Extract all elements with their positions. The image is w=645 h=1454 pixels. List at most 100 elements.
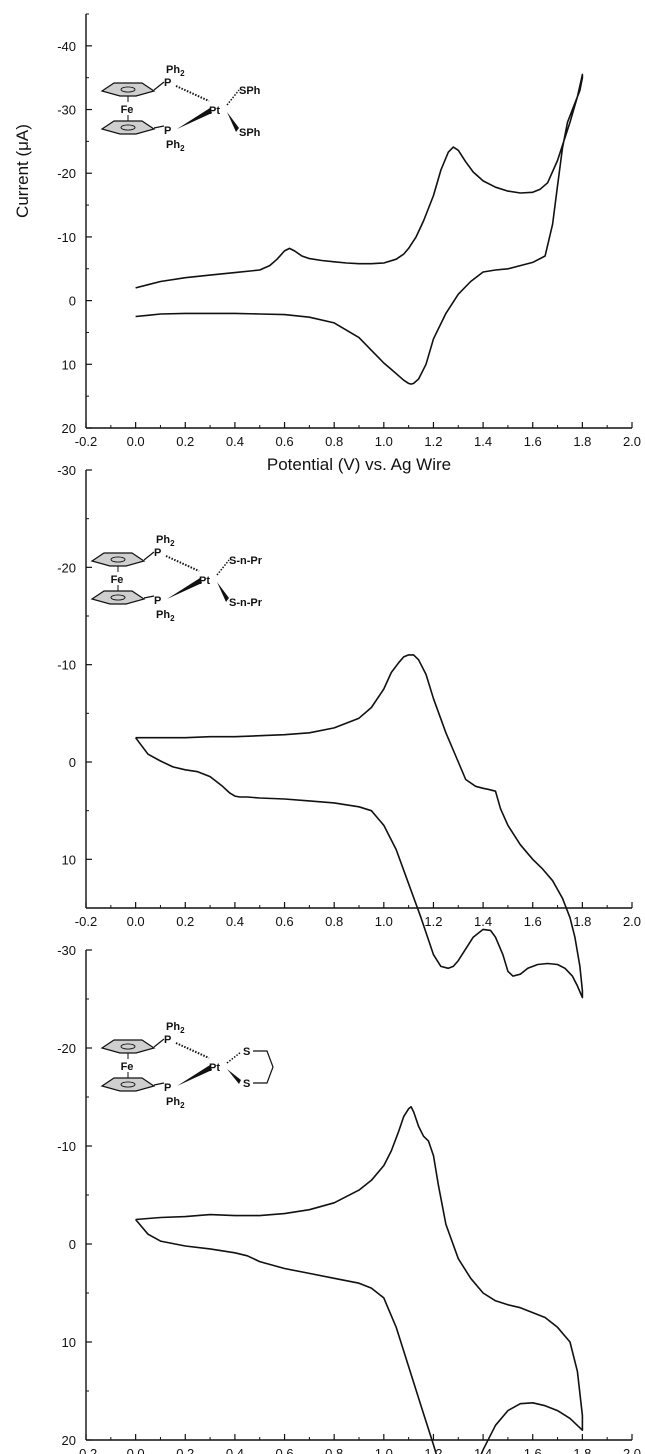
x-tick-label: 0.8: [325, 1446, 343, 1454]
p-label-lower: P: [154, 595, 161, 607]
cp-ring-upper: [90, 552, 146, 567]
x-tick-label: 1.2: [424, 914, 442, 929]
cv-trace-series-0: [134, 1106, 584, 1454]
fe-label: Fe: [121, 1061, 134, 1073]
ph2-label-lower: Ph2: [166, 1096, 185, 1110]
y-tick-label: 20: [62, 421, 76, 436]
x-tick-label: 0.4: [226, 914, 244, 929]
x-tick-label: 0.4: [226, 1446, 244, 1454]
pt-s-hashed-bond: [226, 89, 240, 106]
pt-s-hashed-bond: [226, 1051, 242, 1064]
cp-p-bond-lower: [153, 1082, 165, 1086]
cyclopentadienyl-ring: [100, 120, 156, 135]
y-tick-label: -30: [57, 943, 76, 958]
x-tick-label: 0.0: [127, 914, 145, 929]
x-tick-label: 0.2: [176, 434, 194, 449]
pt-label: Pt: [209, 1062, 220, 1074]
x-tick-label: 0.6: [276, 914, 294, 929]
ring-aromatic-circle: [120, 1081, 136, 1088]
y-tick-label: -20: [57, 1041, 76, 1056]
ring-aromatic-circle: [110, 594, 126, 601]
p-pt-wedge-bond: [177, 1065, 212, 1086]
y-tick-label: 0: [69, 294, 76, 309]
cyclopentadienyl-ring: [100, 82, 156, 97]
thiolate-label-lower: S-n-Pr: [229, 597, 263, 609]
p-pt-wedge-bond: [177, 108, 212, 129]
x-tick-label: 0.0: [127, 1446, 145, 1454]
x-tick-label: 0.8: [325, 434, 343, 449]
cp-p-bond-upper: [153, 81, 165, 91]
cp-ring-lower: [90, 590, 146, 605]
x-axis-title: Potential (V) vs. Ag Wire: [267, 455, 451, 474]
chart-panel-top: -0.2 0.0 0.2 0.4 0.6 0.8 1.0 1.2 1.4 1.6 1.8 2.0 -40…: [13, 13, 641, 474]
p-label-lower: P: [164, 125, 171, 137]
pt-s-wedge-bond: [217, 582, 229, 602]
x-tick-label: 1.6: [524, 434, 542, 449]
x-tick-label: -0.2: [75, 434, 97, 449]
x-tick-label: 0.6: [276, 434, 294, 449]
x-tick-label: 0.2: [176, 1446, 194, 1454]
pt-s-wedge-bond: [227, 112, 239, 132]
cyclopentadienyl-ring: [100, 1039, 156, 1054]
x-tick-label: 1.4: [474, 914, 492, 929]
ring-aromatic-circle: [110, 556, 126, 563]
p-label-lower: P: [164, 1082, 171, 1094]
y-tick-label: 0: [69, 1237, 76, 1252]
p-pt-hashed-bond: [165, 555, 200, 572]
fe-label: Fe: [121, 104, 134, 116]
x-tick-label: 0.4: [226, 434, 244, 449]
y-tick-label: -10: [57, 230, 76, 245]
p-pt-wedge-bond: [167, 578, 202, 599]
cp-ring-lower: [100, 120, 156, 135]
s-label-lower: S: [243, 1078, 250, 1090]
x-tick-label: 1.6: [524, 914, 542, 929]
x-tick-label: 0.0: [127, 434, 145, 449]
p-label-upper: P: [164, 77, 171, 89]
fe-label: Fe: [111, 574, 124, 586]
pt-label: Pt: [199, 575, 210, 587]
y-tick-label: -10: [57, 1139, 76, 1154]
thiolate-label-upper: S-n-Pr: [229, 555, 263, 567]
pt-label: Pt: [209, 105, 220, 117]
x-tick-label: 0.2: [176, 914, 194, 929]
ph2-label-upper: Ph2: [166, 1021, 185, 1035]
y-tick-label: -20: [57, 166, 76, 181]
cyclopentadienyl-ring: [100, 1077, 156, 1092]
y-tick-label: -20: [57, 560, 76, 575]
cp-p-bond-upper: [143, 551, 155, 561]
y-tick-label: 0: [69, 755, 76, 770]
x-tick-label: 1.0: [375, 434, 393, 449]
x-tick-label: 1.0: [375, 914, 393, 929]
x-tick-label: 1.8: [573, 1446, 591, 1454]
cp-p-bond-lower: [153, 125, 165, 129]
y-tick-label: 10: [62, 852, 76, 867]
x-tick-label: 1.4: [474, 434, 492, 449]
ethylene-bridge: [253, 1050, 274, 1084]
chart-panel-bottom: -0.2 0.0 0.2 0.4 0.6 0.8 1.0 1.2 1.4 1.6 1.8 2.0-30…: [57, 943, 641, 1454]
x-tick-label: 2.0: [623, 1446, 641, 1454]
p-pt-hashed-bond: [175, 1042, 210, 1059]
y-tick-label: -30: [57, 103, 76, 118]
y-tick-label: 20: [62, 1433, 76, 1448]
x-tick-label: 0.8: [325, 914, 343, 929]
y-axis-title: Current (μA): [13, 124, 32, 218]
cp-ring-upper: [100, 1039, 156, 1054]
cyclopentadienyl-ring: [90, 590, 146, 605]
p-label-upper: P: [154, 547, 161, 559]
ph2-label-upper: Ph2: [166, 64, 185, 78]
s-label-upper: S: [243, 1046, 250, 1058]
cp-ring-lower: [100, 1077, 156, 1092]
x-tick-label: 0.6: [276, 1446, 294, 1454]
pt-s-wedge-bond: [227, 1069, 241, 1084]
ph2-label-lower: Ph2: [156, 609, 175, 623]
y-tick-label: 10: [62, 357, 76, 372]
x-tick-label: 1.6: [524, 1446, 542, 1454]
ph2-label-lower: Ph2: [166, 139, 185, 153]
x-tick-label: -0.2: [75, 914, 97, 929]
cv-trace-series-0: [134, 654, 584, 999]
chart-panel-middle: -0.2 0.0 0.2 0.4 0.6 0.8 1.0 1.2 1.4 1.6 1.8 2.0 -30…: [57, 463, 641, 999]
cyclopentadienyl-ring: [90, 552, 146, 567]
